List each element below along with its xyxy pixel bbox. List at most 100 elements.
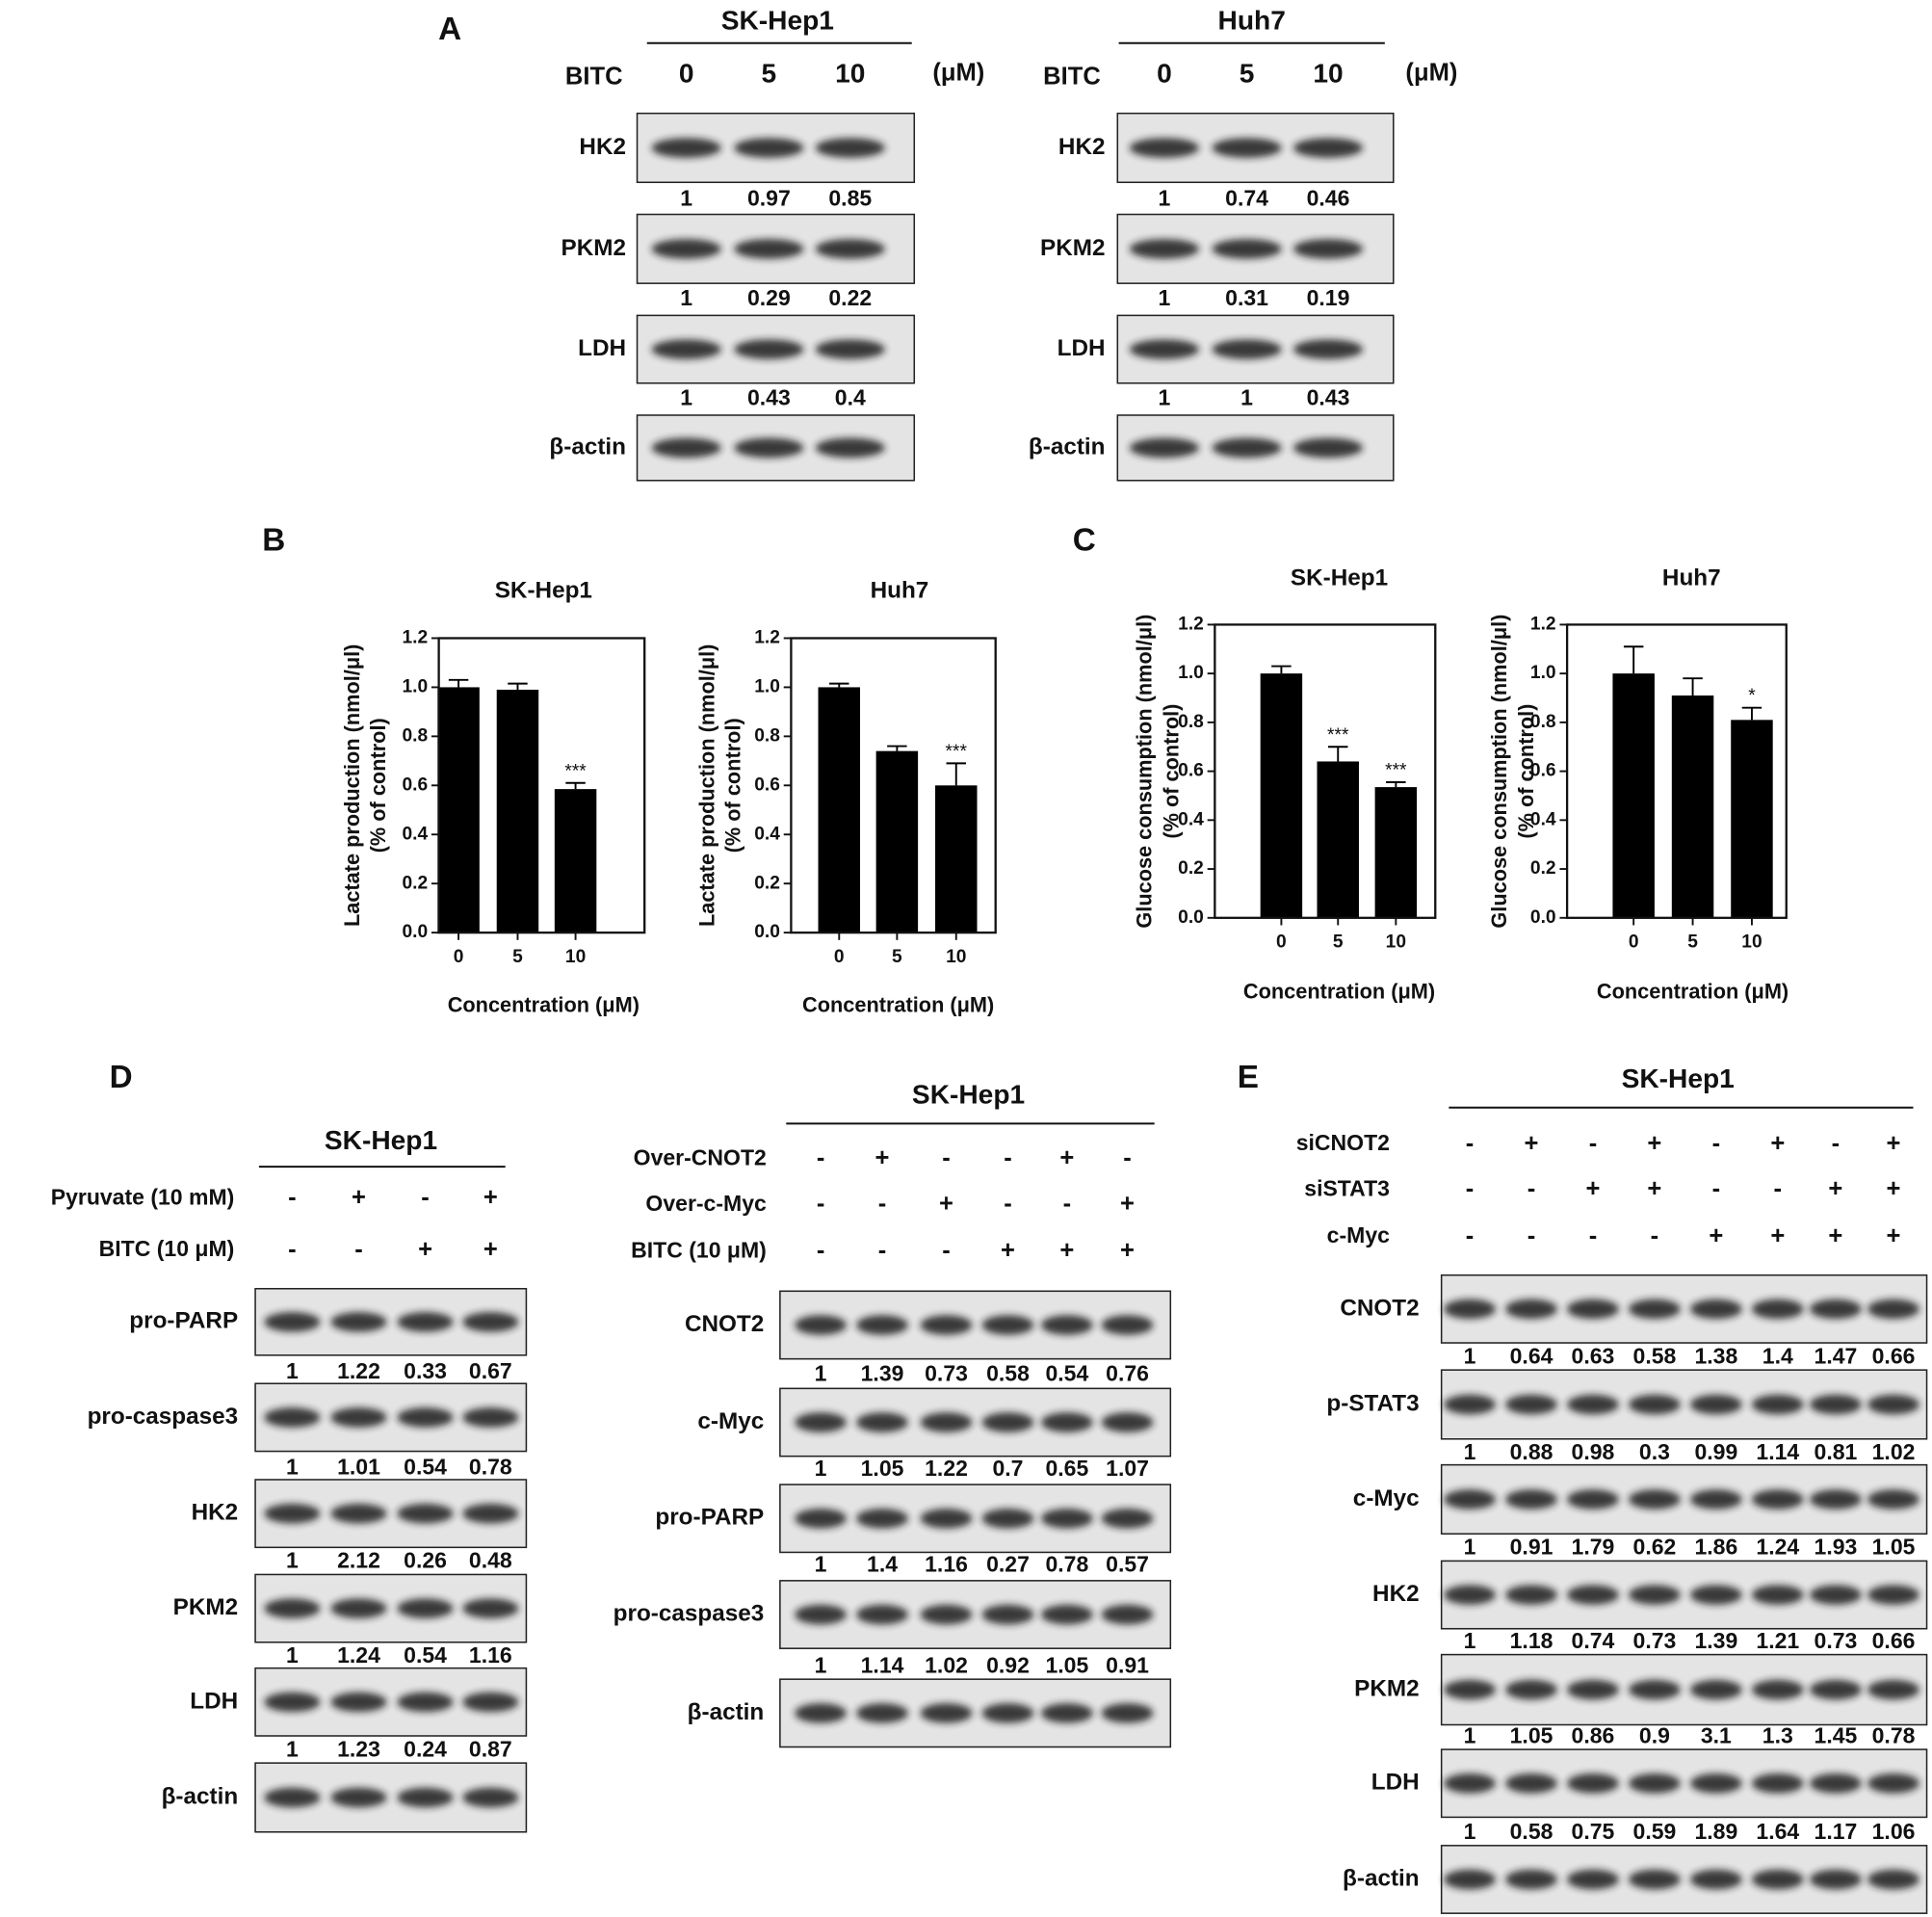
condition-sign: + bbox=[1887, 1222, 1901, 1249]
quant-value: 0.59 bbox=[1633, 1819, 1677, 1844]
y-axis-label: Glucose consumption (nmol/μl) bbox=[1487, 615, 1511, 929]
protein-label: pro-PARP bbox=[129, 1308, 238, 1334]
quant-value: 0.78 bbox=[1045, 1552, 1088, 1577]
condition-label: Over-CNOT2 bbox=[634, 1145, 767, 1170]
x-tick-label: 5 bbox=[512, 947, 523, 967]
y-tick-label: 0.0 bbox=[754, 922, 780, 942]
condition-sign: + bbox=[1059, 1237, 1074, 1264]
quant-value: 0.86 bbox=[1572, 1722, 1615, 1747]
condition-label: c-Myc bbox=[1327, 1222, 1390, 1247]
blot-band bbox=[1293, 437, 1363, 459]
blot-band bbox=[815, 339, 885, 359]
condition-sign: - bbox=[1123, 1144, 1132, 1171]
quant-value: 0.97 bbox=[747, 185, 791, 210]
x-tick-label: 5 bbox=[1687, 932, 1698, 952]
quant-value: 1.21 bbox=[1756, 1628, 1799, 1653]
y-axis-label: Lactate production (nmol/μl) bbox=[694, 644, 718, 927]
y-tick-label: 0.4 bbox=[1530, 809, 1556, 829]
blot-band bbox=[1567, 1679, 1619, 1700]
treatment-label: BITC bbox=[1043, 63, 1101, 90]
blot-band bbox=[462, 1312, 519, 1332]
protein-label: β-actin bbox=[549, 433, 626, 460]
protein-label: β-actin bbox=[1029, 433, 1106, 460]
quant-value: 0.66 bbox=[1872, 1628, 1916, 1653]
panel-label: E bbox=[1238, 1060, 1259, 1095]
blot-band bbox=[795, 1315, 847, 1335]
treatment-label: BITC bbox=[565, 63, 623, 90]
quant-value: 1.86 bbox=[1694, 1535, 1737, 1560]
blot-band bbox=[330, 1598, 387, 1618]
chart-title: Huh7 bbox=[871, 577, 929, 603]
protein-label: HK2 bbox=[192, 1500, 239, 1526]
blot-band bbox=[397, 1598, 454, 1618]
blot-band bbox=[1690, 1773, 1742, 1794]
condition-sign: + bbox=[483, 1236, 498, 1263]
blot-band bbox=[920, 1509, 973, 1529]
quant-value: 1.22 bbox=[925, 1456, 968, 1481]
quant-value: 1 bbox=[680, 285, 692, 310]
quant-value: 0.57 bbox=[1106, 1552, 1149, 1577]
plot-frame bbox=[437, 637, 646, 934]
blot-band bbox=[462, 1407, 519, 1428]
blot-band bbox=[1212, 339, 1282, 359]
blot-band bbox=[1810, 1585, 1862, 1605]
quant-value: 1 bbox=[815, 1360, 827, 1385]
quant-value: 1.4 bbox=[867, 1552, 898, 1577]
significance: *** bbox=[564, 761, 587, 781]
blot-title: SK-Hep1 bbox=[1622, 1064, 1735, 1093]
x-axis-label: Concentration (μM) bbox=[1597, 980, 1788, 1004]
condition-sign: - bbox=[817, 1144, 825, 1171]
blot-band bbox=[1690, 1394, 1742, 1415]
y-tick-label: 0.2 bbox=[754, 873, 780, 893]
blot-band bbox=[330, 1787, 387, 1808]
y-tick-label: 1.2 bbox=[754, 628, 780, 648]
quant-value: 0.63 bbox=[1572, 1343, 1615, 1368]
quant-value: 1.18 bbox=[1510, 1628, 1553, 1653]
blot-band bbox=[1867, 1679, 1919, 1700]
quant-value: 3.1 bbox=[1701, 1722, 1732, 1747]
blot-band bbox=[815, 138, 885, 158]
blot-band bbox=[651, 437, 721, 459]
blot-band bbox=[1444, 1585, 1496, 1605]
blot-band bbox=[1810, 1489, 1862, 1510]
condition-label: BITC (10 μM) bbox=[99, 1236, 235, 1261]
blot-band bbox=[1505, 1773, 1557, 1794]
quant-value: 1.24 bbox=[337, 1642, 380, 1668]
protein-label: LDH bbox=[1371, 1770, 1420, 1796]
protein-label: β-actin bbox=[688, 1699, 765, 1725]
protein-label: HK2 bbox=[1372, 1581, 1420, 1607]
y-tick-label: 0.6 bbox=[754, 775, 780, 795]
condition-sign: + bbox=[1887, 1175, 1901, 1202]
y-tick-label: 0.8 bbox=[1178, 712, 1204, 732]
x-tick-label: 10 bbox=[565, 947, 586, 967]
blot-band bbox=[264, 1787, 321, 1808]
significance: * bbox=[1748, 686, 1756, 706]
blot-band bbox=[1505, 1869, 1557, 1890]
blot-band bbox=[1212, 437, 1282, 459]
x-axis-label: Concentration (μM) bbox=[1243, 980, 1435, 1004]
condition-sign: + bbox=[1059, 1144, 1074, 1171]
quant-value: 0.66 bbox=[1872, 1343, 1916, 1368]
blot-band bbox=[1867, 1299, 1919, 1320]
condition-sign: - bbox=[1832, 1130, 1841, 1157]
y-tick-label: 1.0 bbox=[1530, 663, 1556, 683]
condition-sign: - bbox=[1466, 1175, 1475, 1202]
blot-title: Huh7 bbox=[1218, 5, 1286, 35]
quant-value: 1 bbox=[680, 384, 692, 409]
condition-label: Over-c-Myc bbox=[645, 1191, 767, 1216]
x-tick-label: 5 bbox=[892, 947, 902, 967]
blot-band bbox=[734, 239, 804, 259]
blot-title: SK-Hep1 bbox=[325, 1125, 437, 1155]
quant-value: 0.91 bbox=[1510, 1535, 1553, 1560]
blot-band bbox=[1867, 1869, 1919, 1890]
blot-band bbox=[920, 1604, 973, 1625]
blot-band bbox=[1041, 1509, 1093, 1529]
quant-value: 0.73 bbox=[925, 1360, 968, 1385]
y-tick-label: 1.2 bbox=[402, 628, 428, 648]
significance: *** bbox=[1385, 761, 1407, 781]
quant-value: 1 bbox=[286, 1736, 299, 1761]
y-tick-label: 1.0 bbox=[754, 676, 780, 696]
quant-value: 1.3 bbox=[1762, 1722, 1793, 1747]
blot-band bbox=[1810, 1679, 1862, 1700]
blot-band bbox=[1567, 1489, 1619, 1510]
